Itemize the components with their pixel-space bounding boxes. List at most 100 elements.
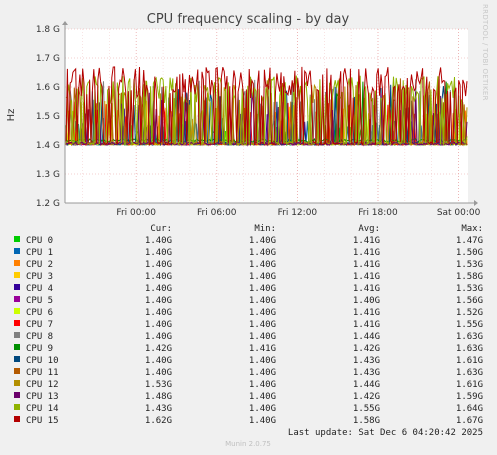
legend-value: 1.40G [145, 332, 172, 342]
stat-header: Cur: [150, 224, 172, 234]
legend-value: 1.44G [353, 380, 380, 390]
legend-value: 1.40G [145, 308, 172, 318]
legend-series-name: CPU 6 [26, 308, 53, 318]
legend-series-name: CPU 9 [26, 344, 53, 354]
legend-series-name: CPU 5 [26, 296, 53, 306]
legend-value: 1.40G [249, 284, 276, 294]
legend-value: 1.63G [456, 368, 483, 378]
legend-value: 1.64G [456, 404, 483, 414]
legend-value: 1.63G [456, 332, 483, 342]
legend-swatch [14, 260, 20, 266]
chart-title: CPU frequency scaling - by day [147, 12, 350, 27]
legend-value: 1.40G [249, 356, 276, 366]
legend-value: 1.40G [249, 260, 276, 270]
legend-value: 1.61G [456, 356, 483, 366]
legend-swatch [14, 248, 20, 254]
legend-value: 1.40G [145, 368, 172, 378]
legend-value: 1.43G [145, 404, 172, 414]
y-tick-label: 1.7 G [36, 54, 60, 64]
x-tick-label: Sat 00:00 [437, 208, 481, 218]
legend-value: 1.40G [249, 308, 276, 318]
legend-value: 1.58G [456, 272, 483, 282]
legend-value: 1.41G [249, 344, 276, 354]
legend-swatch [14, 392, 20, 398]
legend-value: 1.40G [249, 332, 276, 342]
legend-value: 1.59G [456, 392, 483, 402]
legend-value: 1.67G [456, 416, 483, 426]
legend-value: 1.42G [145, 344, 172, 354]
legend-value: 1.40G [249, 392, 276, 402]
legend-value: 1.48G [145, 392, 172, 402]
legend-swatch [14, 272, 20, 278]
legend-value: 1.41G [353, 236, 380, 246]
y-tick-label: 1.8 G [36, 25, 60, 35]
legend-value: 1.41G [353, 260, 380, 270]
y-tick-label: 1.4 G [36, 141, 60, 151]
legend-swatch [14, 404, 20, 410]
legend-value: 1.40G [249, 368, 276, 378]
legend-swatch [14, 332, 20, 338]
legend-value: 1.40G [145, 272, 172, 282]
y-tick-label: 1.2 G [36, 199, 60, 209]
legend-value: 1.40G [145, 236, 172, 246]
legend-value: 1.42G [353, 392, 380, 402]
legend-value: 1.42G [353, 344, 380, 354]
legend-value: 1.58G [353, 416, 380, 426]
legend-value: 1.40G [145, 356, 172, 366]
legend-swatch [14, 296, 20, 302]
legend-value: 1.40G [249, 404, 276, 414]
legend-value: 1.40G [249, 380, 276, 390]
legend-value: 1.41G [353, 272, 380, 282]
x-tick-label: Fri 12:00 [278, 208, 318, 218]
legend-value: 1.52G [456, 308, 483, 318]
legend-series-name: CPU 13 [26, 392, 59, 402]
axes [62, 21, 478, 206]
legend-value: 1.53G [456, 284, 483, 294]
last-update-text: Last update: Sat Dec 6 04:20:42 2025 [288, 428, 483, 438]
legend-value: 1.55G [456, 320, 483, 330]
y-axis-arrow [62, 21, 68, 25]
rrdtool-side-label: RRDTOOL / TOBI OETIKER [481, 4, 489, 101]
legend-value: 1.40G [145, 260, 172, 270]
legend-swatch [14, 380, 20, 386]
legend-table: Cur: Min: Avg: Max: CPU 0 1.40G 1.40G 1.41G 1.47… [14, 224, 483, 426]
x-tick-label: Fri 06:00 [197, 208, 237, 218]
legend-value: 1.40G [249, 248, 276, 258]
legend-value: 1.50G [456, 248, 483, 258]
legend-value: 1.40G [145, 296, 172, 306]
legend-value: 1.41G [353, 248, 380, 258]
legend-value: 1.53G [456, 260, 483, 270]
x-tick-labels: Fri 00:00 Fri 06:00 Fri 12:00 Fri 18:00 Sat … [116, 208, 480, 218]
legend-swatch [14, 368, 20, 374]
legend-value: 1.53G [145, 380, 172, 390]
legend-value: 1.40G [353, 296, 380, 306]
munin-version: Munin 2.0.75 [225, 440, 271, 448]
legend-series-name: CPU 0 [26, 236, 53, 246]
series-line-cpu-15 [65, 66, 468, 147]
legend-value: 1.43G [353, 368, 380, 378]
series-layer [65, 66, 468, 147]
legend-value: 1.40G [145, 248, 172, 258]
y-axis-label: Hz [6, 109, 17, 122]
legend-value: 1.40G [249, 416, 276, 426]
legend-value: 1.41G [353, 284, 380, 294]
x-tick-label: Fri 00:00 [116, 208, 156, 218]
legend-value: 1.47G [456, 236, 483, 246]
y-tick-label: 1.5 G [36, 112, 60, 122]
y-tick-label: 1.3 G [36, 170, 60, 180]
stat-header: Max: [461, 224, 483, 234]
legend-value: 1.41G [353, 308, 380, 318]
y-tick-label: 1.6 G [36, 83, 60, 93]
y-tick-labels: 1.2 G 1.3 G 1.4 G 1.5 G 1.6 G 1.7 G 1.8 G [36, 25, 60, 209]
legend-value: 1.40G [145, 284, 172, 294]
stat-header: Min: [254, 224, 276, 234]
legend-series-name: CPU 14 [26, 404, 59, 414]
x-axis-arrow [474, 200, 478, 206]
legend-series-name: CPU 1 [26, 248, 53, 258]
legend-swatch [14, 308, 20, 314]
legend-value: 1.40G [249, 272, 276, 282]
legend-value: 1.56G [456, 296, 483, 306]
legend-value: 1.41G [353, 320, 380, 330]
legend-value: 1.40G [249, 236, 276, 246]
legend-series-name: CPU 7 [26, 320, 53, 330]
